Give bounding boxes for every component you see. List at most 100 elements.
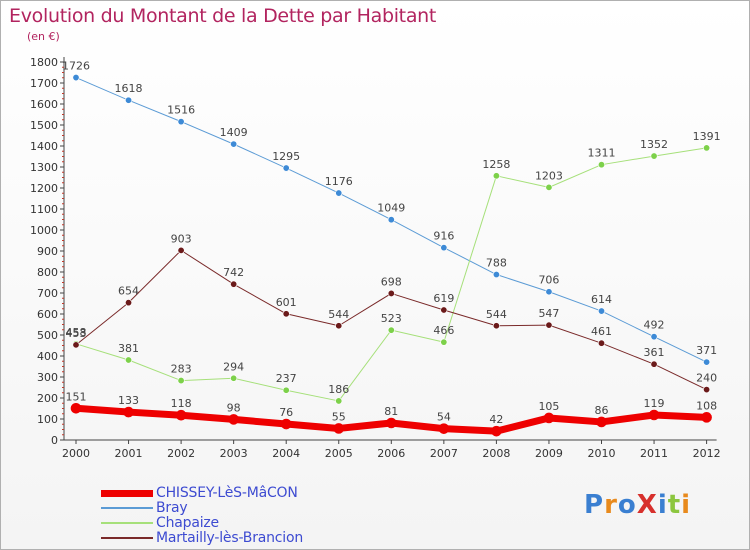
y-tick-label: 100 [37,413,58,426]
data-point-martailly-l-s-brancion [703,386,711,394]
data-point-martailly-l-s-brancion [72,341,80,349]
data-label-bray: 1295 [272,150,300,163]
data-label-martailly-l-s-brancion: 544 [328,308,349,321]
data-point-bray [597,307,605,315]
data-point-bray [177,118,185,126]
data-point-chapaize [230,374,238,382]
x-tick-label: 2009 [535,447,563,460]
data-label-chissey-l-s-m-con: 108 [696,399,717,412]
data-label-chissey-l-s-m-con: 42 [489,413,503,426]
data-label-chissey-l-s-m-con: 81 [384,405,398,418]
data-point-chapaize [650,152,658,160]
data-label-chissey-l-s-m-con: 98 [227,401,241,414]
data-label-chapaize: 237 [276,372,297,385]
data-point-bray [703,358,711,366]
data-label-chapaize: 458 [66,326,87,339]
data-label-martailly-l-s-brancion: 461 [591,325,612,338]
y-tick-label: 1300 [30,161,58,174]
x-tick-label: 2005 [325,447,353,460]
data-point-bray [545,288,553,296]
data-label-chapaize: 1391 [693,130,721,143]
data-label-chissey-l-s-m-con: 86 [595,404,609,417]
data-label-martailly-l-s-brancion: 544 [486,308,507,321]
logo-letter: r [604,490,618,520]
logo-letter: X [636,490,658,520]
data-label-martailly-l-s-brancion: 547 [538,307,559,320]
data-point-bray [230,140,238,148]
data-point-chapaize [177,377,185,385]
y-tick-label: 1700 [30,77,58,90]
data-label-chapaize: 1258 [482,158,510,171]
y-tick-label: 200 [37,392,58,405]
y-tick-label: 1800 [30,56,58,69]
legend-label: Bray [156,500,188,516]
data-label-martailly-l-s-brancion: 601 [276,296,297,309]
data-label-martailly-l-s-brancion: 654 [118,285,139,298]
x-tick-label: 2008 [482,447,510,460]
data-point-martailly-l-s-brancion [177,246,185,254]
data-point-bray [335,189,343,197]
chart-unit: (en €) [27,30,60,43]
data-point-chissey-l-s-m-con [385,417,397,429]
data-label-chissey-l-s-m-con: 151 [66,390,87,403]
legend-label: Chapaize [156,515,219,531]
data-label-bray: 1049 [377,202,405,215]
data-point-martailly-l-s-brancion [440,306,448,314]
data-label-chapaize: 1352 [640,138,668,151]
x-tick-label: 2006 [377,447,405,460]
y-tick-label: 1400 [30,140,58,153]
data-point-martailly-l-s-brancion [230,280,238,288]
data-label-chapaize: 381 [118,342,139,355]
data-point-bray [125,96,133,104]
data-point-martailly-l-s-brancion [650,360,658,368]
data-label-chissey-l-s-m-con: 105 [538,400,559,413]
data-label-bray: 1726 [62,60,90,73]
data-point-chissey-l-s-m-con [648,409,660,421]
data-label-martailly-l-s-brancion: 240 [696,372,717,385]
data-point-chissey-l-s-m-con [280,418,292,430]
data-label-chapaize: 294 [223,360,244,373]
data-label-chapaize: 1311 [588,147,616,160]
x-tick-label: 2001 [115,447,143,460]
y-tick-label: 700 [37,287,58,300]
y-tick-label: 1600 [30,98,58,111]
data-point-chissey-l-s-m-con [596,416,607,428]
y-tick-label: 1000 [30,224,58,237]
x-tick-label: 2007 [430,447,458,460]
data-point-bray [492,271,500,279]
legend-swatch [101,489,153,497]
data-point-chapaize [335,397,343,405]
data-label-chapaize: 283 [171,363,192,376]
data-point-chissey-l-s-m-con [123,406,134,418]
x-tick-label: 2010 [588,447,616,460]
data-label-martailly-l-s-brancion: 742 [223,266,244,279]
data-point-bray [650,333,658,341]
data-point-chapaize [125,356,133,364]
data-point-bray [440,244,448,252]
x-tick-label: 2011 [640,447,668,460]
legend-item: Chapaize [101,515,219,531]
logo-letter: i [657,490,668,520]
y-tick-label: 400 [37,350,58,363]
data-label-martailly-l-s-brancion: 361 [644,346,665,359]
data-label-chissey-l-s-m-con: 118 [171,397,192,410]
legend-swatch [101,522,153,524]
data-label-martailly-l-s-brancion: 903 [171,232,192,245]
data-label-chapaize: 186 [328,383,349,396]
legend-item: CHISSEY-LèS-MâCON [101,485,298,501]
logo-letter: o [617,490,637,520]
y-tick-label: 900 [37,245,58,258]
x-tick-label: 2012 [693,447,721,460]
data-point-chissey-l-s-m-con [333,423,345,434]
y-tick-label: 300 [37,371,58,384]
data-label-bray: 1176 [325,175,353,188]
data-point-bray [387,216,395,224]
legend-swatch [101,537,153,539]
data-label-martailly-l-s-brancion: 453 [66,327,87,340]
data-point-bray [72,74,80,82]
data-label-bray: 1516 [167,104,195,117]
data-label-chissey-l-s-m-con: 119 [644,397,665,410]
legend-item: Martailly-lès-Brancion [101,530,303,546]
data-point-chissey-l-s-m-con [228,414,239,425]
data-label-chapaize: 523 [381,312,402,325]
